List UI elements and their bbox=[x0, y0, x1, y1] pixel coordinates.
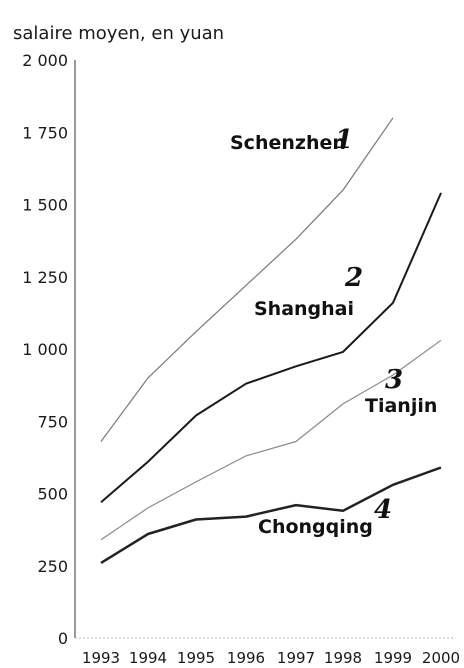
x-tick-label: 1999 bbox=[374, 649, 412, 667]
series-label-schenzhen: Schenzhen bbox=[230, 132, 346, 154]
x-tick-label: 1998 bbox=[324, 649, 362, 667]
x-tick-label: 1995 bbox=[177, 649, 215, 667]
y-axis-label: salaire moyen, en yuan bbox=[13, 23, 224, 44]
x-tick-label: 1994 bbox=[129, 649, 167, 667]
y-tick-label: 1 000 bbox=[22, 340, 68, 359]
y-tick-label: 0 bbox=[58, 629, 68, 648]
series-lines bbox=[100, 117, 442, 564]
y-tick-label: 2 000 bbox=[22, 51, 68, 70]
series-number-chongqing: 4 bbox=[374, 495, 392, 525]
x-tick-label: 1997 bbox=[277, 649, 315, 667]
series-number-shanghai: 2 bbox=[344, 263, 363, 293]
y-tick-label: 250 bbox=[37, 557, 68, 576]
series-line-shanghai bbox=[100, 192, 442, 503]
y-tick-label: 1 500 bbox=[22, 196, 68, 215]
x-axis-ticks: 1993 1994 1995 1996 1997 1998 1999 2000 bbox=[82, 649, 460, 667]
x-tick-label: 1993 bbox=[82, 649, 120, 667]
y-tick-label: 750 bbox=[37, 412, 68, 431]
y-axis-ticks: 0 250 500 750 1 000 1 250 1 500 1 750 2 000 bbox=[22, 51, 68, 648]
x-tick-label: 2000 bbox=[422, 649, 460, 667]
series-number-tianjin: 3 bbox=[385, 365, 403, 395]
series-label-tianjin: Tianjin bbox=[365, 395, 437, 417]
x-tick-label: 1996 bbox=[227, 649, 265, 667]
y-tick-label: 500 bbox=[37, 485, 68, 504]
series-label-shanghai: Shanghai bbox=[254, 298, 354, 320]
y-tick-label: 1 250 bbox=[22, 268, 68, 287]
series-label-chongqing: Chongqing bbox=[258, 516, 373, 538]
series-line-schenzhen bbox=[100, 117, 394, 442]
series-line-tianjin bbox=[100, 339, 442, 541]
y-tick-label: 1 750 bbox=[22, 123, 68, 142]
series-line-chongqing bbox=[100, 466, 442, 564]
series-number-schenzhen: 1 bbox=[335, 125, 353, 155]
